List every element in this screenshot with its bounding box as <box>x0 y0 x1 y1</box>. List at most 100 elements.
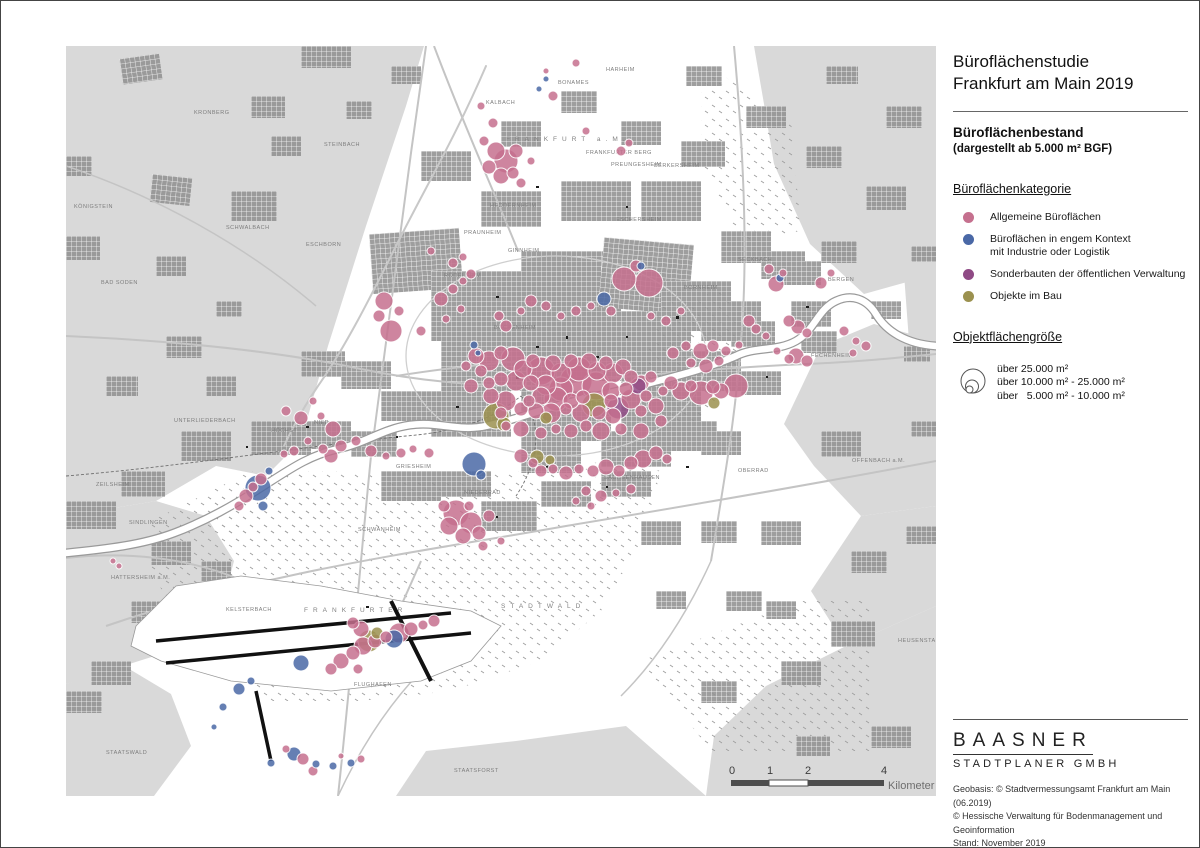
office-location-circle <box>604 407 622 425</box>
office-location-circle <box>317 443 329 455</box>
office-location-circle <box>345 645 361 661</box>
office-location-circle <box>676 306 686 316</box>
office-location-circle <box>469 340 479 350</box>
office-location-circle <box>493 310 505 322</box>
office-location-circle <box>539 411 553 425</box>
office-location-circle <box>612 464 626 478</box>
office-location-circle <box>570 305 582 317</box>
office-location-circle <box>666 346 680 360</box>
office-location-circle <box>639 389 653 403</box>
office-location-circle <box>778 268 788 278</box>
map-label: OFFENBACH a.M. <box>852 458 905 464</box>
category-heading: Büroflächenkategorie <box>953 181 1072 196</box>
map-label: NIED <box>314 420 329 426</box>
office-location-circle <box>615 145 627 157</box>
map-label: NIEDERRAD <box>464 490 501 496</box>
map-label: KALBACH <box>486 100 515 106</box>
map-label: ZEILSHEIM <box>96 482 130 488</box>
map-label: STEINBACH <box>324 142 360 148</box>
office-location-circle <box>478 135 490 147</box>
office-location-circle <box>323 448 339 464</box>
office-location-circle <box>611 266 637 292</box>
office-location-circle <box>439 516 459 536</box>
office-location-circle <box>232 682 246 696</box>
office-location-circle <box>661 453 673 465</box>
map-svg: KÖNIGSTEIN KRONBERG STEINBACH ESCHBORN SCHWA… <box>66 46 936 796</box>
office-location-circle <box>433 291 449 307</box>
office-location-circle <box>482 509 496 523</box>
office-location-circle <box>364 444 378 458</box>
office-location-circle <box>860 340 872 352</box>
office-location-circle <box>210 723 218 731</box>
office-location-circle <box>486 141 506 161</box>
office-location-circle <box>324 662 338 676</box>
office-location-circle <box>346 758 356 768</box>
office-location-circle <box>636 261 646 271</box>
map-label: ESCHBORN <box>306 242 341 248</box>
office-location-circle <box>328 761 338 771</box>
office-location-circle <box>332 652 350 670</box>
office-location-circle <box>838 325 850 337</box>
office-location-circle <box>524 294 538 308</box>
office-location-circle <box>454 527 472 545</box>
office-location-circle <box>109 557 117 565</box>
map-label: BONAMES <box>558 80 589 86</box>
office-location-circle <box>257 500 269 512</box>
scalebar-number: 4 <box>881 765 887 777</box>
map-airport <box>130 575 502 762</box>
page-title: Büroflächenstudie Frankfurt am Main 2019 <box>953 51 1188 96</box>
office-location-circle <box>826 268 836 278</box>
office-location-circle <box>705 379 721 395</box>
office-location-circle <box>657 385 669 397</box>
office-location-circle <box>476 101 486 111</box>
size-label-large: über 25.000 m² <box>997 362 1069 375</box>
size-legend: über 25.000 m² über 10.000 m² - 25.000 m… <box>953 361 1188 404</box>
office-location-circle <box>684 379 698 393</box>
office-location-circle <box>782 314 796 328</box>
map-label: HEDDERNHEIM <box>490 203 536 209</box>
office-location-circle <box>734 340 744 350</box>
legend-label: Objekte im Bau <box>990 290 1062 303</box>
office-location-circle <box>477 540 489 552</box>
office-location-circle <box>525 353 541 369</box>
office-location-circle <box>415 325 427 337</box>
office-location-circle <box>471 525 487 541</box>
office-location-circle <box>573 463 585 475</box>
office-location-circle <box>575 389 591 405</box>
map-label: KÖNIGSTEIN <box>74 203 113 210</box>
office-location-circle <box>594 489 608 503</box>
office-location-circle <box>605 305 617 317</box>
divider <box>953 110 1188 112</box>
office-location-circle <box>663 375 679 391</box>
office-location-circle <box>542 67 550 75</box>
office-location-circle <box>547 463 559 475</box>
office-location-circle <box>437 499 451 513</box>
scalebar-number: 0 <box>729 765 735 777</box>
office-location-circle <box>586 301 596 311</box>
office-location-circle <box>408 444 418 454</box>
office-location-circle <box>571 58 581 68</box>
office-location-circle <box>493 345 509 361</box>
office-location-circle <box>707 396 721 410</box>
office-location-circle <box>516 306 526 316</box>
office-location-circle <box>522 394 536 408</box>
size-label-medium: über 10.000 m² - 25.000 m² <box>997 376 1125 389</box>
office-location-circle <box>558 465 574 481</box>
divider <box>953 719 1188 720</box>
office-location-circle <box>463 500 475 512</box>
legend-item-public-administration: Sonderbauten der öffentlichen Verwaltung <box>953 268 1188 280</box>
office-location-circle <box>311 759 321 769</box>
map-label: HATTERSHEIM a.M. <box>111 575 170 581</box>
map-label: BERGEN <box>828 277 854 283</box>
office-location-circle <box>542 75 550 83</box>
legend-dot-pink <box>963 211 974 223</box>
credit-line: Stand: November 2019 <box>953 838 1046 848</box>
office-location-circle <box>750 323 762 335</box>
map-office-circles <box>109 58 872 777</box>
office-location-circle <box>500 420 512 432</box>
office-location-circle <box>474 364 488 378</box>
sidebar: Büroflächenstudie Frankfurt am Main 2019… <box>953 51 1188 404</box>
map-canvas: KÖNIGSTEIN KRONBERG STEINBACH ESCHBORN SCHWA… <box>66 46 936 796</box>
